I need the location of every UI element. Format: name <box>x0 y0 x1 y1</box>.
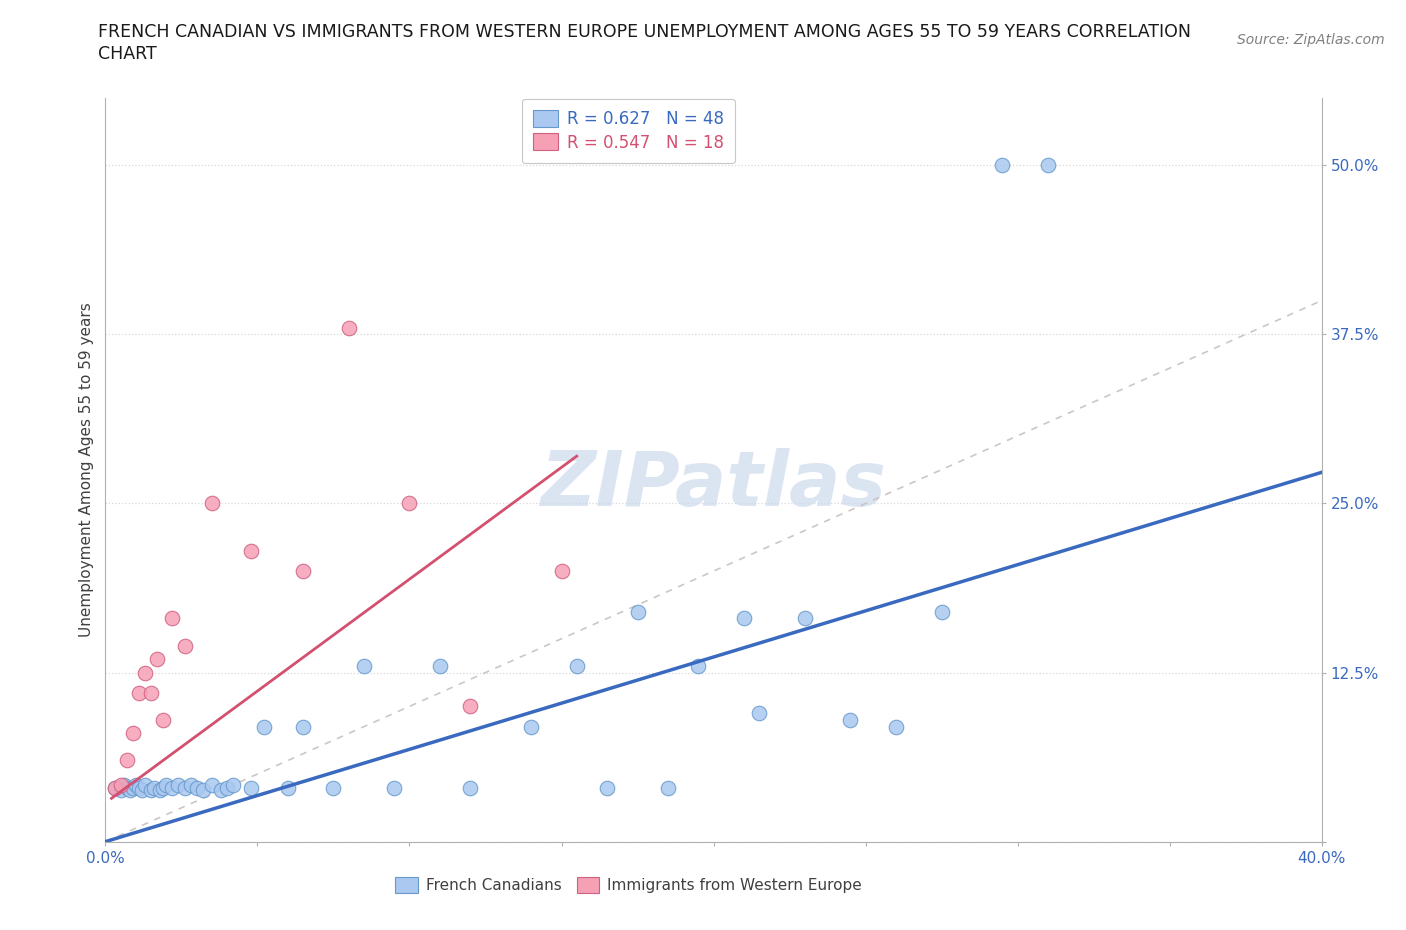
Point <box>240 780 263 795</box>
Point <box>143 780 166 795</box>
Point <box>149 783 172 798</box>
Text: Source: ZipAtlas.com: Source: ZipAtlas.com <box>1237 33 1385 46</box>
Point <box>884 719 907 734</box>
Point <box>626 604 648 619</box>
Point <box>186 780 208 795</box>
Point <box>152 780 174 795</box>
Point <box>103 780 125 795</box>
Point <box>134 665 156 680</box>
Point <box>550 564 572 578</box>
Point <box>110 783 132 798</box>
Point <box>1036 158 1059 173</box>
Point <box>793 611 815 626</box>
Point <box>191 783 214 798</box>
Point <box>931 604 953 619</box>
Point <box>277 780 299 795</box>
Text: CHART: CHART <box>98 45 157 62</box>
Point <box>155 777 177 792</box>
Point <box>128 685 150 700</box>
Point <box>118 783 141 798</box>
Point <box>217 780 239 795</box>
Point <box>596 780 619 795</box>
Point <box>125 777 148 792</box>
Point <box>222 777 245 792</box>
Point <box>110 777 132 792</box>
Point <box>688 658 710 673</box>
Point <box>353 658 375 673</box>
Point <box>322 780 344 795</box>
Point <box>115 780 138 795</box>
Point <box>429 658 451 673</box>
Point <box>162 611 184 626</box>
Point <box>398 496 420 511</box>
Point <box>565 658 588 673</box>
Y-axis label: Unemployment Among Ages 55 to 59 years: Unemployment Among Ages 55 to 59 years <box>79 302 94 637</box>
Point <box>748 706 770 721</box>
Text: ZIPatlas: ZIPatlas <box>540 447 887 522</box>
Point <box>292 719 315 734</box>
Point <box>121 726 143 741</box>
Point <box>162 780 184 795</box>
Point <box>337 320 360 335</box>
Point <box>134 777 156 792</box>
Point <box>180 777 202 792</box>
Point <box>657 780 679 795</box>
Point <box>292 564 315 578</box>
Point <box>128 780 150 795</box>
Point <box>252 719 274 734</box>
Point <box>103 780 125 795</box>
Legend: French Canadians, Immigrants from Western Europe: French Canadians, Immigrants from Wester… <box>387 870 869 901</box>
Point <box>152 712 174 727</box>
Point <box>131 783 153 798</box>
Point <box>991 158 1014 173</box>
Point <box>382 780 405 795</box>
Point <box>240 543 263 558</box>
Point <box>139 685 162 700</box>
Point <box>839 712 862 727</box>
Point <box>167 777 190 792</box>
Point <box>520 719 543 734</box>
Point <box>201 496 224 511</box>
Point <box>139 783 162 798</box>
Point <box>115 753 138 768</box>
Point <box>209 783 232 798</box>
Point <box>733 611 755 626</box>
Point <box>173 638 195 653</box>
Point <box>146 652 169 667</box>
Text: FRENCH CANADIAN VS IMMIGRANTS FROM WESTERN EUROPE UNEMPLOYMENT AMONG AGES 55 TO : FRENCH CANADIAN VS IMMIGRANTS FROM WESTE… <box>98 23 1191 41</box>
Point <box>201 777 224 792</box>
Point <box>112 777 135 792</box>
Point <box>458 699 481 714</box>
Point <box>173 780 195 795</box>
Point <box>458 780 481 795</box>
Point <box>121 780 143 795</box>
